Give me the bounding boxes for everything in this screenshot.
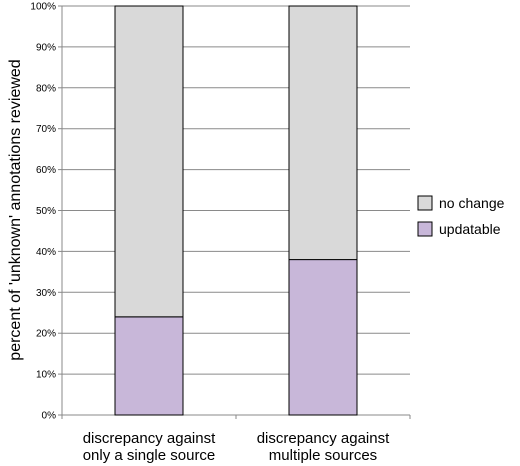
bar-updatable (114, 316, 184, 416)
legend: no change updatable (417, 195, 505, 237)
y-tick-label: 60% (36, 165, 56, 176)
bar-no-change (288, 5, 358, 261)
bars (114, 5, 358, 416)
legend-label: no change (439, 195, 505, 211)
y-tick-labels: 0% 10% 20% 30% 40% 50% 60% 70% 80% 90% 100% (30, 2, 56, 422)
y-tick-label: 70% (36, 124, 56, 135)
legend-swatch (417, 195, 433, 211)
y-tick-label: 0% (42, 411, 57, 422)
y-tick-label: 30% (36, 288, 56, 299)
category-label: discrepancy against multiple sources (257, 430, 390, 464)
bar-updatable (288, 259, 358, 416)
y-tick-label: 50% (36, 206, 56, 217)
y-tick-label: 80% (36, 83, 56, 94)
legend-label: updatable (439, 221, 501, 237)
y-axis-label: percent of 'unknown' annotations reviewe… (7, 59, 24, 360)
y-tick-label: 100% (30, 2, 56, 13)
y-tick-label: 20% (36, 329, 56, 340)
y-tick-label: 10% (36, 370, 56, 381)
x-tick-labels: discrepancy against only a single source d… (61, 415, 411, 464)
category-label: discrepancy against only a single source (83, 430, 216, 464)
bar-no-change (114, 5, 184, 318)
y-tick-label: 40% (36, 247, 56, 258)
y-tick-label: 90% (36, 42, 56, 53)
legend-swatch (417, 221, 433, 237)
